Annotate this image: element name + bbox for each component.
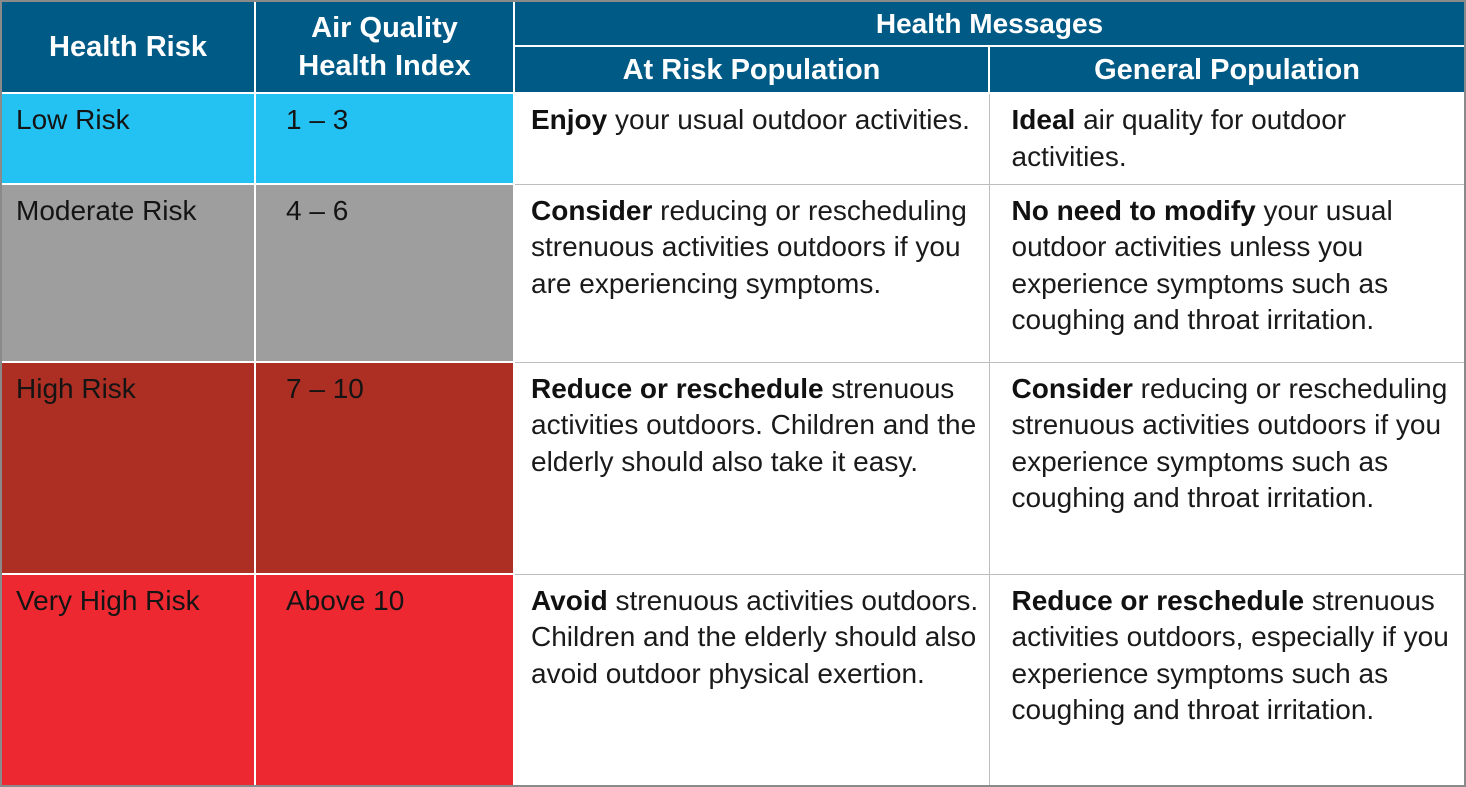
general-message-emphasis: No need to modify [1011,194,1256,226]
header-aqhi: Air Quality Health Index [254,2,515,94]
risk-level-cell: High Risk [2,361,256,575]
table-row-very-high-risk: Very High Risk Above 10 Avoid strenuous … [2,573,1464,785]
header-health-risk-label: Health Risk [49,31,207,63]
at-risk-message-cell: Reduce or reschedule strenuous activitie… [513,361,990,575]
aqhi-range-cell: 1 – 3 [254,92,515,185]
at-risk-message-text: reducing or rescheduling strenuous activ… [531,194,967,299]
general-message-cell: Reduce or reschedule strenuous activitie… [988,573,1464,785]
header-general-label: General Population [1094,53,1360,86]
aqhi-range-cell: 7 – 10 [254,361,515,575]
at-risk-message-text: your usual outdoor activities. [607,104,970,135]
table-row-moderate-risk: Moderate Risk 4 – 6 Consider reducing or… [2,183,1464,363]
header-health-risk: Health Risk [2,2,256,94]
at-risk-message-emphasis: Avoid [531,584,608,616]
at-risk-message-emphasis: Reduce or reschedule [531,372,824,404]
header-at-risk-population: At Risk Population [514,45,990,94]
risk-level-cell: Moderate Risk [2,183,256,363]
general-message-emphasis: Ideal [1011,104,1076,135]
general-message-text: air quality for outdoor activities. [1011,104,1347,172]
at-risk-message-cell: Avoid strenuous activities outdoors. Chi… [513,573,990,785]
header-general-population: General Population [988,45,1464,94]
general-message-emphasis: Consider [1011,372,1133,404]
header-health-messages: Health Messages [513,2,1464,47]
at-risk-message-cell: Enjoy your usual outdoor activities. [513,92,990,185]
table-row-low-risk: Low Risk 1 – 3 Enjoy your usual outdoor … [2,92,1464,185]
at-risk-message-text: strenuous activities outdoors. Children … [531,372,977,477]
table-row-high-risk: High Risk 7 – 10 Reduce or reschedule st… [2,361,1464,575]
general-message-text: strenuous activities outdoors, especiall… [1011,584,1449,726]
general-message-cell: Consider reducing or rescheduling strenu… [988,361,1464,575]
at-risk-message-text: strenuous activities outdoors. Children … [531,584,979,689]
aqhi-range-cell: Above 10 [254,573,515,785]
header-at-risk-label: At Risk Population [622,53,881,86]
risk-level-cell: Low Risk [2,92,256,185]
header-aqhi-line1: Air Quality [311,12,458,44]
aqhi-range-cell: 4 – 6 [254,183,515,363]
general-message-cell: No need to modify your usual outdoor act… [988,183,1464,363]
header-health-messages-label: Health Messages [875,7,1104,39]
risk-level-cell: Very High Risk [2,573,256,785]
general-message-cell: Ideal air quality for outdoor activities… [988,92,1464,185]
header-aqhi-line2: Health Index [298,50,471,82]
at-risk-message-emphasis: Enjoy [531,104,608,135]
at-risk-message-cell: Consider reducing or rescheduling strenu… [513,183,990,363]
general-message-emphasis: Reduce or reschedule [1011,584,1305,616]
general-message-text: reducing or rescheduling strenuous activ… [1011,372,1448,514]
general-message-text: your usual outdoor activities unless you… [1011,194,1393,336]
at-risk-message-emphasis: Consider [531,194,653,226]
